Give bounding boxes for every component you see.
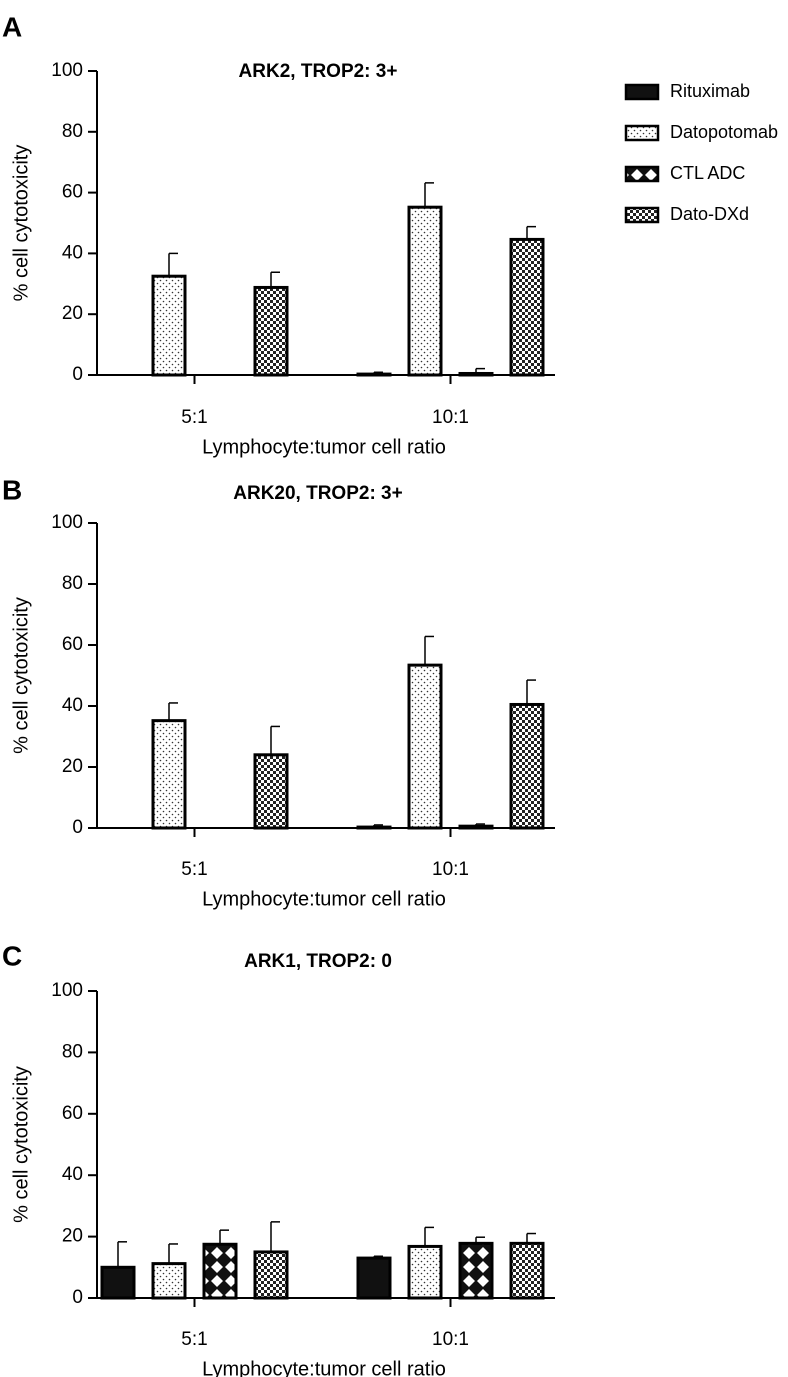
x-tick-label: 10:1: [432, 859, 469, 880]
y-tick-label: 40: [62, 242, 83, 263]
y-axis-label: % cell cytotoxicity: [10, 1066, 32, 1223]
y-tick-label: 80: [62, 573, 83, 594]
legend-item-datopotomab: Datopotomab: [624, 122, 778, 142]
bar-rituximab-10-1: [356, 372, 392, 377]
x-axis-label: Lymphocyte:tumor cell ratio: [202, 888, 446, 910]
y-axis-label: % cell cytotoxicity: [10, 597, 32, 754]
legend-swatch: [624, 124, 660, 142]
panel-c: C ARK1, TROP2: 0 % cell cytotoxicity 0 20 40 6…: [2, 940, 555, 1377]
y-tick-label: 0: [72, 817, 83, 838]
legend-item-dato-dxd: Dato-DXd: [624, 204, 749, 224]
bar-rituximab-5-1: [100, 1265, 136, 1300]
y-tick-label: 80: [62, 121, 83, 142]
bar-datopotomab-5-1: [151, 719, 187, 830]
panel-letter: A: [2, 11, 22, 42]
y-tick-label: 100: [51, 60, 83, 81]
bar-datopotomab-10-1: [407, 205, 443, 377]
y-axis-label: % cell cytotoxicity: [10, 145, 32, 302]
legend-item-rituximab: Rituximab: [624, 81, 750, 101]
x-tick-label: 10:1: [432, 1329, 469, 1350]
bar-ctl-adc-5-1: [202, 1242, 238, 1300]
y-tick-label: 40: [62, 695, 83, 716]
bar-rituximab-10-1: [356, 1256, 392, 1300]
legend-label: Datopotomab: [670, 122, 778, 142]
legend: Rituximab Datopotomab CTL ADC Dato-DXd: [624, 81, 778, 224]
y-tick-label: 20: [62, 303, 83, 324]
x-tick-label: 5:1: [181, 407, 207, 428]
x-axis-label: Lymphocyte:tumor cell ratio: [202, 436, 446, 458]
legend-swatch: [624, 165, 660, 183]
y-tick-label: 80: [62, 1041, 83, 1062]
y-tick-label: 60: [62, 182, 83, 203]
legend-swatch: [624, 83, 660, 101]
bar-dato-dxd-10-1: [509, 237, 545, 377]
y-tick-label: 100: [51, 980, 83, 1001]
y-tick-label: 40: [62, 1164, 83, 1185]
bar-ctl-adc-10-1: [458, 1241, 494, 1300]
chart-title: ARK2, TROP2: 3+: [239, 61, 398, 82]
x-tick-label: 10:1: [432, 407, 469, 428]
panel-a: A ARK2, TROP2: 3+ % cell cytotoxicity 0 20 40…: [2, 11, 555, 458]
legend-swatch: [624, 206, 660, 224]
y-tick-label: 60: [62, 1103, 83, 1124]
bar-datopotomab-10-1: [407, 663, 443, 830]
bar-dato-dxd-10-1: [509, 1241, 545, 1300]
panel-letter: B: [2, 474, 22, 505]
y-tick-label: 20: [62, 756, 83, 777]
legend-label: Rituximab: [670, 81, 750, 101]
legend-item-ctl-adc: CTL ADC: [624, 163, 745, 183]
bar-dato-dxd-5-1: [253, 753, 289, 830]
x-axis-label: Lymphocyte:tumor cell ratio: [202, 1358, 446, 1377]
bar-datopotomab-10-1: [407, 1244, 443, 1300]
chart-title: ARK1, TROP2: 0: [244, 951, 392, 972]
bar-dato-dxd-5-1: [253, 1250, 289, 1300]
y-tick-label: 20: [62, 1226, 83, 1247]
panel-letter: C: [2, 940, 22, 971]
panel-b: B ARK20, TROP2: 3+ % cell cytotoxicity 0 20 4…: [2, 474, 555, 910]
x-tick-label: 5:1: [181, 859, 207, 880]
y-tick-label: 60: [62, 634, 83, 655]
bar-dato-dxd-10-1: [509, 702, 545, 830]
y-tick-label: 0: [72, 1287, 83, 1308]
chart-title: ARK20, TROP2: 3+: [233, 483, 402, 504]
y-tick-label: 100: [51, 512, 83, 533]
bar-dato-dxd-5-1: [253, 285, 289, 377]
bar-datopotomab-5-1: [151, 274, 187, 377]
bar-ctl-adc-10-1: [458, 371, 494, 377]
legend-label: Dato-DXd: [670, 204, 749, 224]
bar-rituximab-10-1: [356, 825, 392, 830]
x-tick-label: 5:1: [181, 1329, 207, 1350]
bar-datopotomab-5-1: [151, 1262, 187, 1300]
y-tick-label: 0: [72, 364, 83, 385]
bar-ctl-adc-10-1: [458, 824, 494, 830]
legend-label: CTL ADC: [670, 163, 745, 183]
